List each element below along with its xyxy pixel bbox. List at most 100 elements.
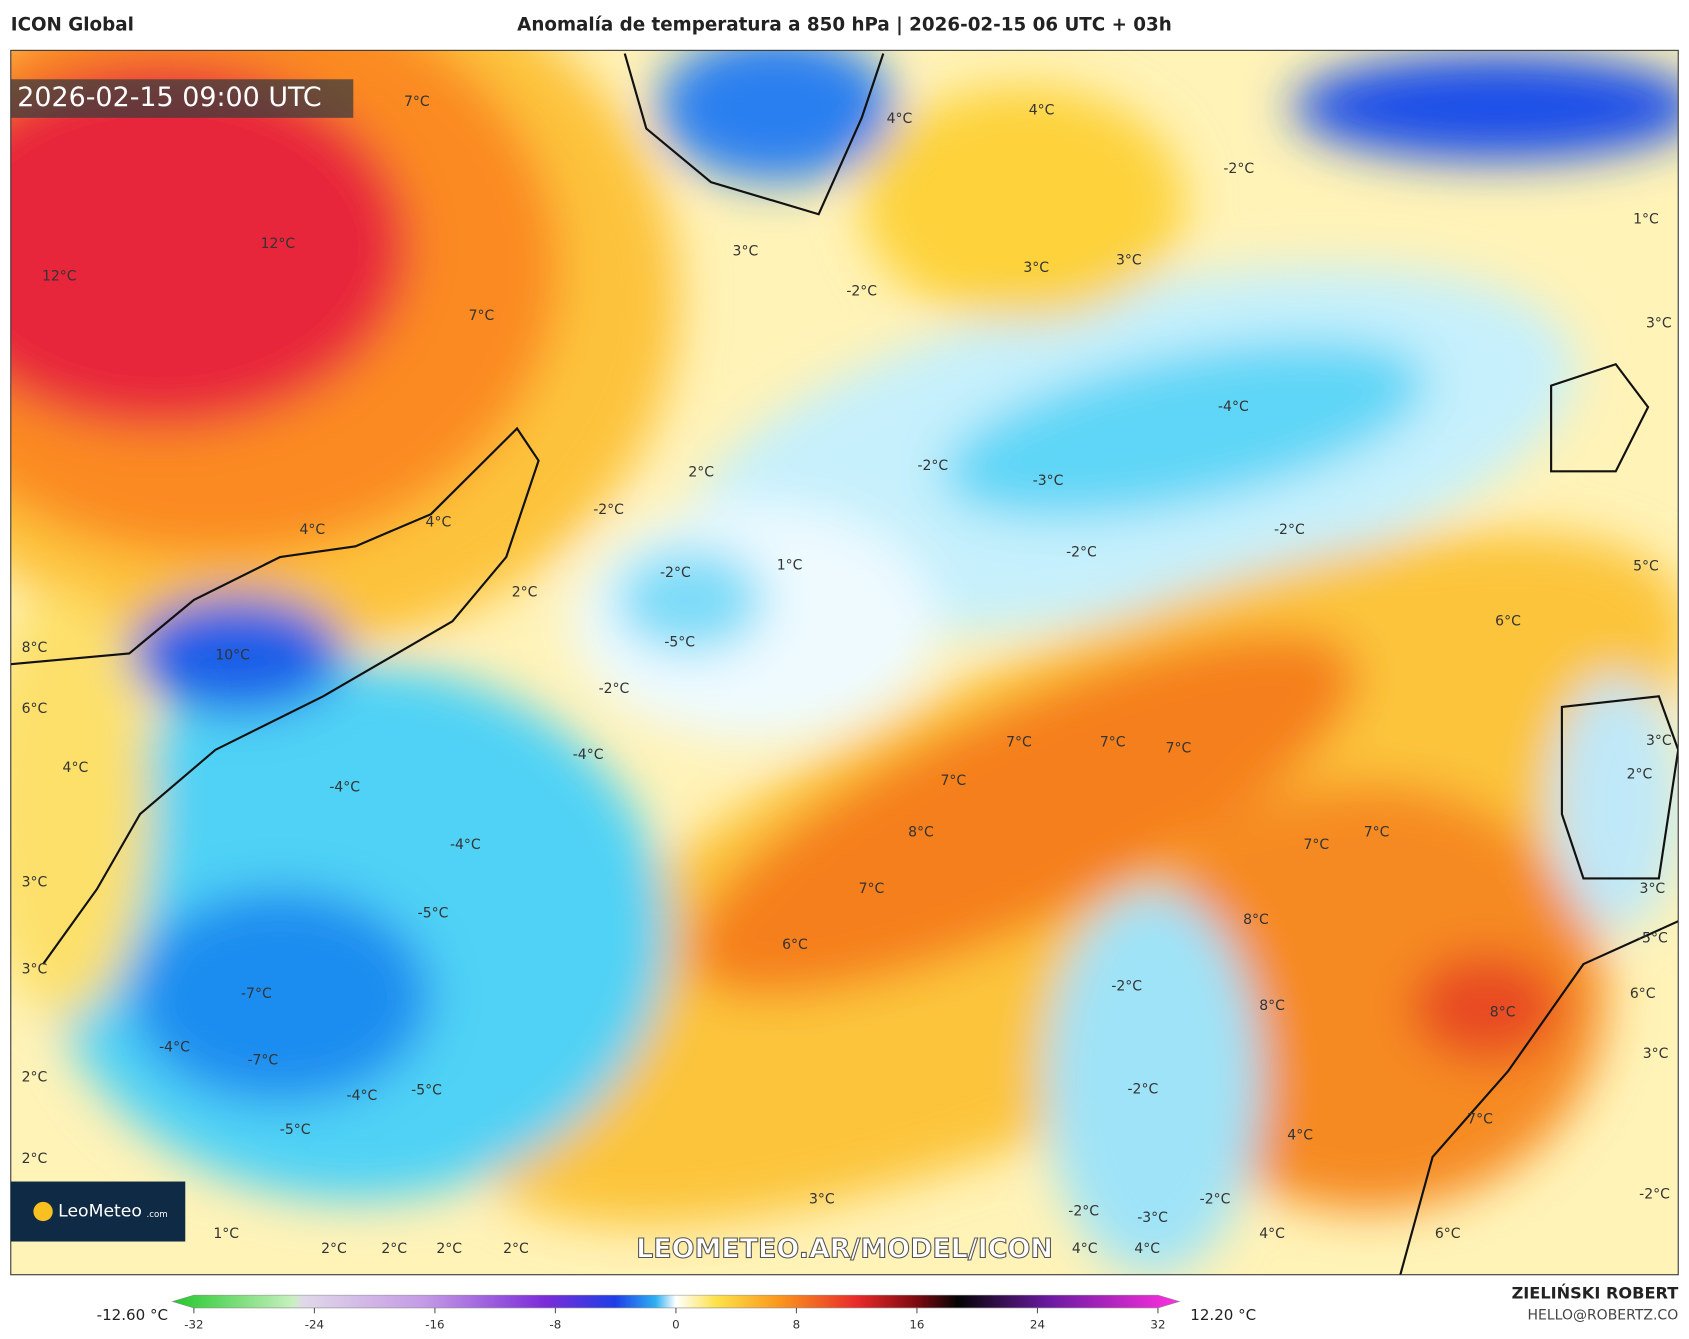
temp-label: 1°C (213, 1226, 239, 1242)
temp-label: -4°C (347, 1088, 378, 1104)
colorbar-tick-label: 8 (793, 1318, 801, 1332)
temp-label: 2°C (321, 1241, 347, 1257)
temp-label: -2°C (1639, 1186, 1670, 1202)
temp-label: 4°C (1287, 1127, 1313, 1143)
logo-suffix: .com (146, 1210, 167, 1220)
temp-label: -4°C (450, 837, 481, 853)
temp-label: -2°C (1274, 522, 1305, 538)
colorbar-tick-label: -24 (305, 1318, 324, 1332)
colorbar-tick-label: 16 (909, 1318, 924, 1332)
temp-label: 10°C (215, 648, 250, 664)
temp-label: 5°C (1633, 559, 1659, 575)
temp-label: 4°C (300, 522, 326, 538)
temp-label: 6°C (22, 701, 48, 717)
temp-label: 3°C (1116, 252, 1142, 268)
temp-label: 2°C (1627, 766, 1653, 782)
temp-label: 1°C (1633, 212, 1659, 228)
colorbar-tick-label: 24 (1030, 1318, 1045, 1332)
temp-label: -4°C (1218, 399, 1249, 415)
temp-label: 2°C (22, 1151, 48, 1167)
temp-label: 8°C (1243, 912, 1269, 928)
logo-sun (33, 1201, 53, 1222)
temp-label: 6°C (1495, 613, 1521, 629)
temp-label: 6°C (1435, 1226, 1461, 1242)
temp-label: -4°C (159, 1040, 190, 1056)
model-name: ICON Global (11, 15, 134, 36)
temp-label: 7°C (1364, 824, 1390, 840)
temp-label: -3°C (1033, 473, 1064, 489)
map-title: Anomalía de temperatura a 850 hPa | 2026… (517, 15, 1172, 36)
temp-label: 3°C (1023, 260, 1049, 276)
email: HELLO@ROBERTZ.CO (1528, 1307, 1679, 1323)
temp-label: 7°C (1166, 741, 1192, 757)
temp-label: 12°C (42, 268, 77, 284)
temp-label: -2°C (846, 283, 877, 299)
temp-label: -2°C (599, 681, 630, 697)
temp-label: 1°C (777, 558, 803, 574)
temp-label: -2°C (917, 458, 948, 474)
temp-label: -5°C (418, 906, 449, 922)
temp-label: 3°C (733, 244, 759, 260)
colorbar-tick-label: -16 (425, 1318, 444, 1332)
temp-label: -2°C (660, 565, 691, 581)
temp-label: 3°C (1643, 1046, 1669, 1062)
temp-label: 7°C (1006, 734, 1032, 750)
colorbar-tick-label: 0 (672, 1318, 680, 1332)
temp-label: -5°C (411, 1083, 442, 1099)
temp-label: -5°C (664, 635, 695, 651)
temperature-labels: 7°C 4°C 4°C -2°C 1°C 12°C 12°C 3°C -2°C 3°C 3°C 7°C… (22, 94, 1672, 1257)
temp-label: 4°C (887, 111, 913, 127)
colorbar-max: 12.20 °C (1190, 1306, 1256, 1324)
temp-label: 3°C (1646, 733, 1672, 749)
temp-label: 2°C (503, 1241, 529, 1257)
colorbar-tick-label: 32 (1150, 1318, 1165, 1332)
temp-label: -4°C (573, 747, 604, 763)
temp-label: -2°C (1068, 1204, 1099, 1220)
temp-label: 7°C (1100, 734, 1126, 750)
temp-label: 8°C (22, 640, 48, 656)
logo-name: LeoMeteo (58, 1202, 142, 1222)
temp-label: -2°C (1128, 1081, 1159, 1097)
temp-label: 7°C (1303, 837, 1329, 853)
colorbar-tick-label: -8 (550, 1318, 562, 1332)
temp-label: 8°C (1259, 998, 1285, 1014)
temp-label: 3°C (22, 961, 48, 977)
temp-label: 7°C (859, 881, 885, 897)
temp-label: 3°C (22, 875, 48, 891)
temp-label: 8°C (1490, 1004, 1516, 1020)
temp-label: -4°C (329, 779, 360, 795)
temp-label: -7°C (241, 986, 272, 1002)
temp-label: 3°C (809, 1192, 835, 1208)
temp-label: 6°C (1630, 986, 1656, 1002)
temp-label: 2°C (512, 584, 538, 600)
temp-label: 4°C (1259, 1226, 1285, 1242)
temp-label: 2°C (688, 464, 714, 480)
colorbar-tick-label: -32 (184, 1318, 203, 1332)
temp-label: 4°C (1072, 1241, 1098, 1257)
temp-label: -2°C (1111, 979, 1142, 995)
temp-label: 4°C (1029, 102, 1055, 118)
temp-label: 2°C (436, 1241, 462, 1257)
time-box (10, 79, 354, 118)
temp-label: -2°C (1066, 545, 1097, 561)
colorbar (171, 1294, 1181, 1309)
temp-label: 4°C (426, 515, 452, 531)
colorbar-min: -12.60 °C (97, 1306, 168, 1324)
map-frame (10, 49, 1679, 1276)
temp-label: -7°C (247, 1053, 278, 1069)
colorbar-ticks: -32 -24 -16 -8 0 8 16 24 32 (184, 1307, 1165, 1332)
temp-label: 4°C (63, 760, 89, 776)
temp-label: 2°C (381, 1241, 407, 1257)
temp-label: 6°C (782, 937, 808, 953)
temp-label: 7°C (940, 773, 966, 789)
temp-label: -2°C (593, 502, 624, 518)
temp-label: 3°C (1646, 316, 1672, 332)
temp-label: -2°C (1200, 1192, 1231, 1208)
temp-label: 2°C (22, 1070, 48, 1086)
temp-label: 4°C (1134, 1241, 1160, 1257)
temp-label: 8°C (908, 824, 934, 840)
valid-time: 2026-02-15 09:00 UTC (17, 82, 321, 113)
